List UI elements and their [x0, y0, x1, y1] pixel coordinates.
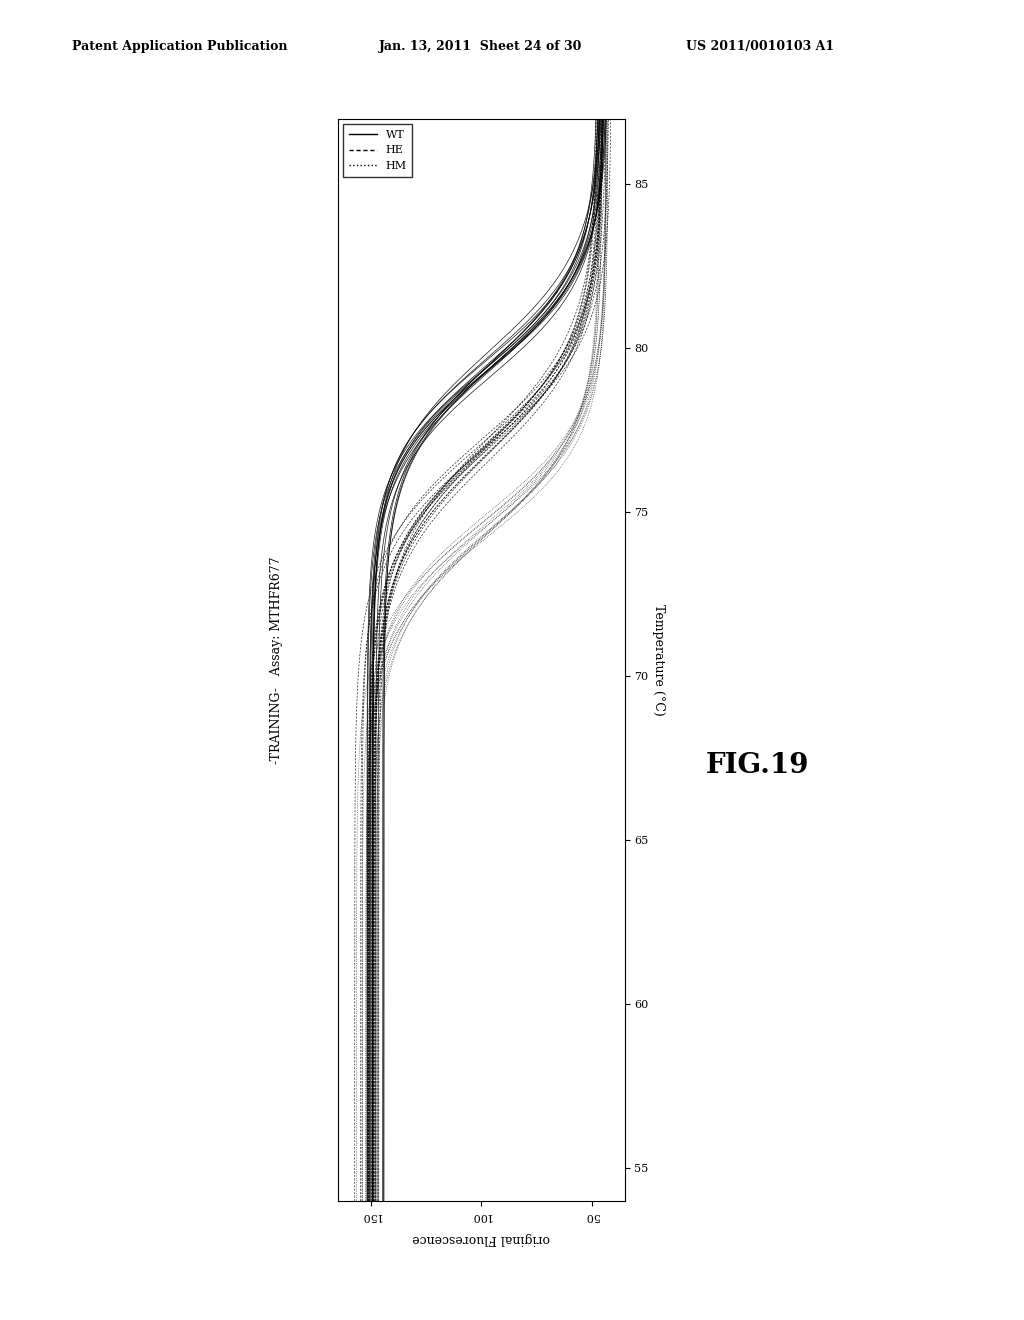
Y-axis label: Temperature (°C): Temperature (°C): [652, 605, 666, 715]
Text: Jan. 13, 2011  Sheet 24 of 30: Jan. 13, 2011 Sheet 24 of 30: [379, 40, 583, 53]
Text: US 2011/0010103 A1: US 2011/0010103 A1: [686, 40, 835, 53]
Text: -TRAINING-   Assay: MTHFR677: -TRAINING- Assay: MTHFR677: [270, 556, 283, 764]
X-axis label: original Fluorescence: original Fluorescence: [413, 1232, 550, 1245]
Text: FIG.19: FIG.19: [706, 752, 810, 779]
Legend: WT, HE, HM: WT, HE, HM: [343, 124, 413, 177]
Text: Patent Application Publication: Patent Application Publication: [72, 40, 287, 53]
